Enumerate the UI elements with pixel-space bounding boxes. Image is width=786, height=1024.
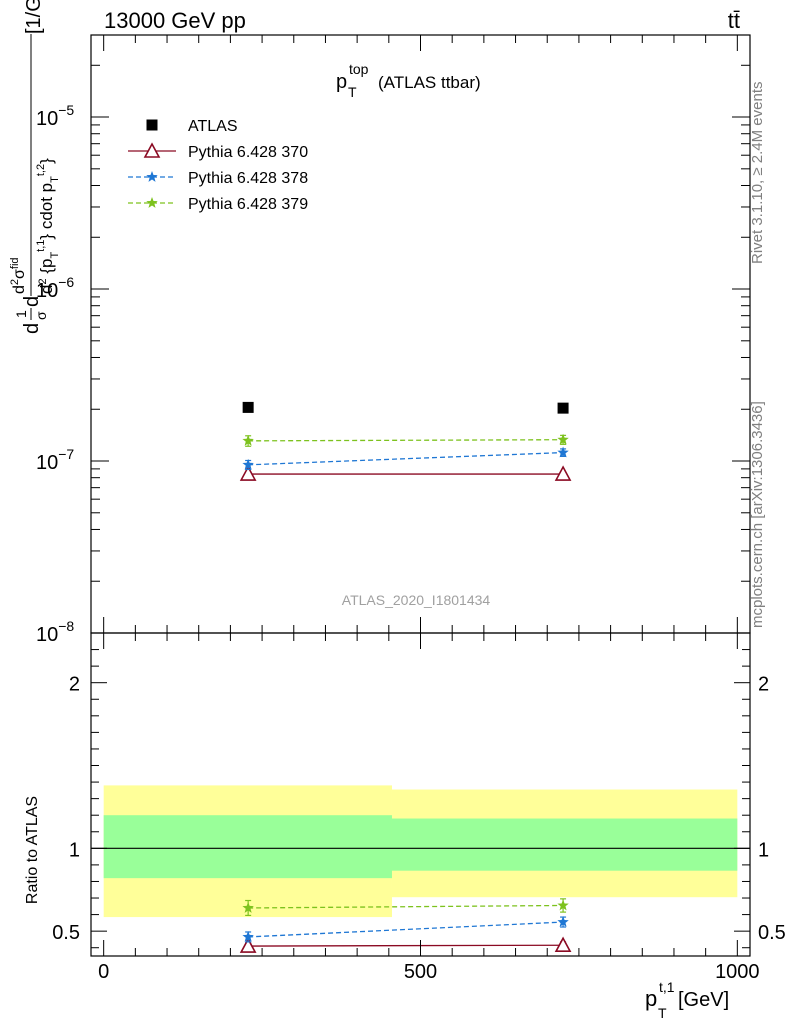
svg-text:[1/GeV2]: [1/GeV2] <box>20 0 45 34</box>
ratio-series-line-2 <box>248 904 564 909</box>
svg-text:1: 1 <box>13 310 29 318</box>
main-ytick-label: 10−7 <box>36 446 74 474</box>
legend-label: Pythia 6.428 370 <box>188 144 308 161</box>
ratio-series-line-1 <box>248 921 564 938</box>
svg-text:T: T <box>658 1005 667 1021</box>
ratio-ticks <box>91 633 750 956</box>
ratio-point <box>557 899 569 911</box>
ratio-ytick-label-right: 0.5 <box>758 922 786 944</box>
ratio-ytick-label-left: 1 <box>69 839 80 861</box>
ratio-xlabel: p t,1 T [GeV] <box>645 979 729 1021</box>
svg-text:d2 {pTt,1} cdot pTt,2}: d2 {pTt,1} cdot pTt,2} <box>35 158 61 294</box>
svg-text:d: d <box>21 296 43 307</box>
svg-text:d: d <box>21 323 43 334</box>
ratio-marks <box>239 898 572 953</box>
main-series-line-2 <box>248 451 564 466</box>
legend: ATLAS Pythia 6.428 370 Pythia 6.428 378 Pyt… <box>128 118 308 213</box>
main-point <box>557 433 569 445</box>
main-title-rest: (ATLAS ttbar) <box>378 73 481 92</box>
svg-text:t,1: t,1 <box>659 979 675 995</box>
mcplots-label: mcplots.cern.ch [arXiv:1306.3436] <box>749 401 766 628</box>
main-point <box>242 401 254 413</box>
svg-text:[GeV]: [GeV] <box>678 989 729 1011</box>
ratio-ytick-label-right: 1 <box>758 839 769 861</box>
ratio-ytick-label-right: 2 <box>758 674 769 696</box>
ratio-bands <box>91 785 750 918</box>
ratio-series-line-0 <box>248 944 564 947</box>
main-title-sup: top <box>349 61 369 77</box>
ratio-ylabel: Ratio to ATLAS <box>24 796 41 904</box>
ratio-band-green <box>391 818 738 871</box>
ratio-xtick-label: 0 <box>98 961 109 983</box>
ratio-point <box>242 930 254 942</box>
main-ticks <box>91 34 750 634</box>
main-ytick-label: 10−5 <box>36 102 74 130</box>
main-ytick-label: 10−8 <box>36 618 74 646</box>
ratio-ytick-label-left: 2 <box>69 674 80 696</box>
main-point <box>557 446 569 458</box>
ratio-xtick-label: 1000 <box>715 961 760 983</box>
legend-marker <box>146 119 158 131</box>
legend-marker <box>146 197 158 208</box>
main-marks <box>239 401 572 481</box>
rivet-label: Rivet 3.1.10, ≥ 2.4M events <box>749 82 766 265</box>
ratio-point <box>554 936 572 953</box>
legend-label: ATLAS <box>188 118 238 135</box>
main-point <box>242 458 254 470</box>
ratio-point <box>239 937 257 953</box>
ratio-point <box>557 916 569 927</box>
main-point <box>239 465 257 481</box>
main-point <box>557 402 569 414</box>
analysis-watermark: ATLAS_2020_I1801434 <box>342 592 491 608</box>
svg-text:d2σfid: d2σfid <box>9 257 28 294</box>
main-title: p <box>336 71 347 93</box>
ratio-point <box>242 901 254 913</box>
header-energy: 13000 GeV pp <box>104 8 246 33</box>
svg-text:σ: σ <box>33 311 49 320</box>
main-series-line-3 <box>248 439 564 442</box>
main-point <box>554 465 572 481</box>
legend-label: Pythia 6.428 378 <box>188 170 308 187</box>
main-panel: 10−510−610−710−8 p top T (ATLAS ttbar) d… <box>9 0 751 646</box>
header-process: tt̄ <box>728 8 740 33</box>
legend-marker <box>146 171 158 182</box>
ratio-tick-labels: 0.5 0.5 1 1 2 2 0 500 1000 <box>52 674 786 983</box>
svg-text:p: p <box>645 986 657 1011</box>
legend-label: Pythia 6.428 379 <box>188 196 308 213</box>
main-point <box>242 434 254 446</box>
main-title-sub: T <box>348 84 357 100</box>
ratio-panel: 0.5 0.5 1 1 2 2 0 500 1000 Ratio to ATLAS p t,1 … <box>24 632 786 1021</box>
legend-marker <box>143 142 161 158</box>
ratio-band-green <box>103 815 392 879</box>
ratio-xtick-label: 500 <box>404 961 437 983</box>
ratio-ytick-label-left: 0.5 <box>52 922 80 944</box>
